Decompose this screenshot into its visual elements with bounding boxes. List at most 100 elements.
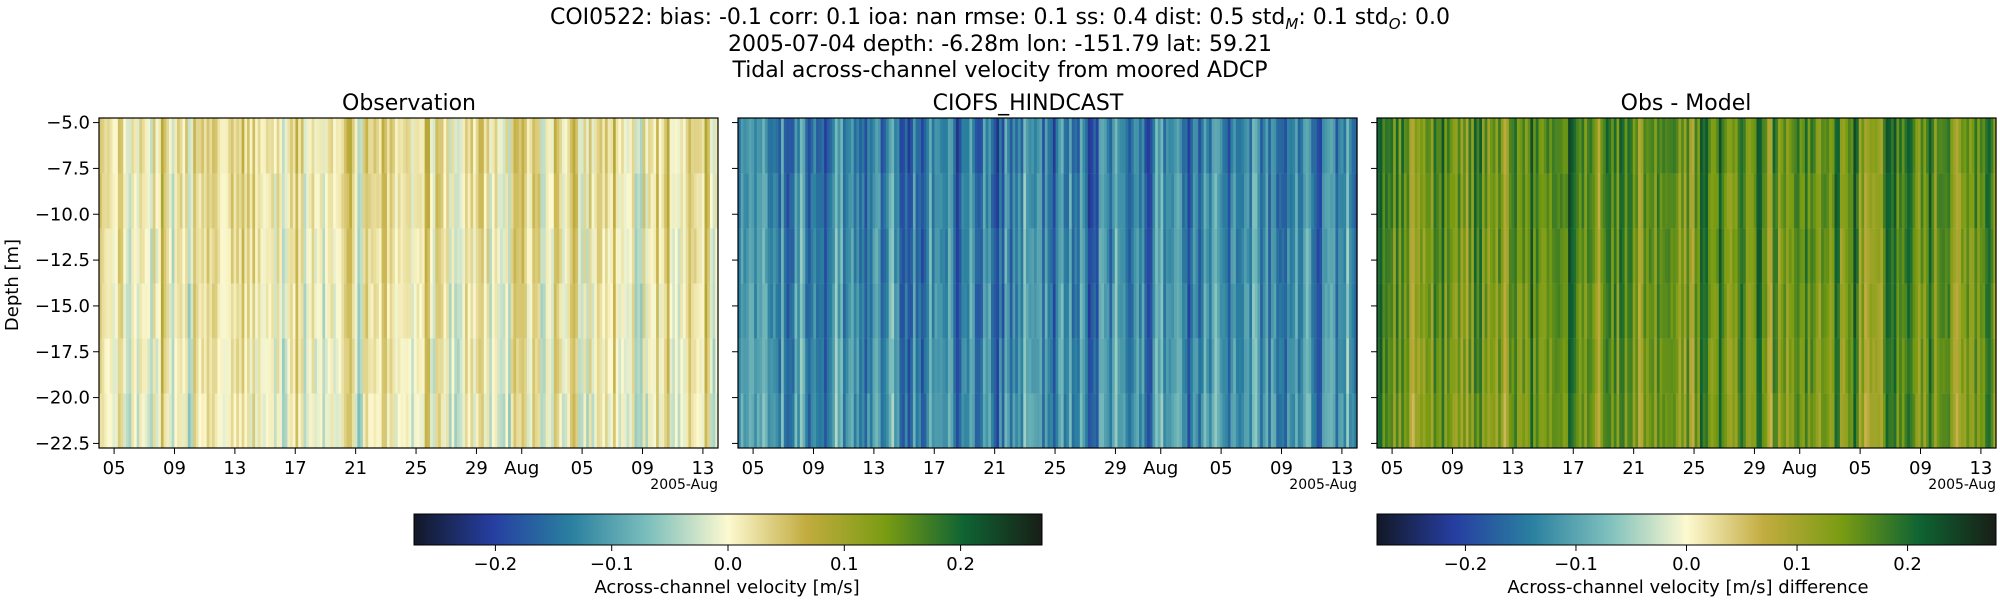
heatmap-cell <box>626 118 630 174</box>
heatmap-cell <box>786 118 790 174</box>
heatmap-cell <box>1313 228 1318 284</box>
heatmap-cell <box>996 228 1000 284</box>
heatmap-cell <box>1147 283 1151 339</box>
heatmap-cell <box>155 118 159 174</box>
heatmap-cell <box>1007 173 1011 229</box>
heatmap-cell <box>1909 338 1914 394</box>
heatmap-cell <box>1880 118 1884 174</box>
heatmap-cell <box>395 393 399 448</box>
heatmap-cell <box>680 338 684 394</box>
heatmap-cell <box>373 338 377 394</box>
heatmap-cell <box>362 228 367 284</box>
heatmap-cell <box>896 283 901 339</box>
heatmap-cell <box>1281 338 1285 394</box>
heatmap-cell <box>225 393 229 448</box>
heatmap-cell <box>1729 393 1733 448</box>
heatmap-cell <box>465 393 469 448</box>
heatmap-cell <box>486 118 490 174</box>
heatmap-cell <box>1322 173 1326 229</box>
heatmap-cell <box>754 228 758 284</box>
heatmap-cell <box>478 338 482 394</box>
heatmap-cell <box>1495 283 1499 339</box>
heatmap-cell <box>1025 173 1030 229</box>
heatmap-cell <box>1160 173 1164 229</box>
heatmap-cell <box>1192 228 1197 284</box>
heatmap-cell <box>631 228 636 284</box>
heatmap-cell <box>1015 228 1019 284</box>
heatmap-cell <box>1377 173 1381 229</box>
heatmap-cell <box>1527 338 1531 394</box>
heatmap-cell <box>1184 393 1189 448</box>
heatmap-cell <box>656 228 660 284</box>
heatmap-cell <box>1869 228 1873 284</box>
heatmap-cell <box>341 338 345 394</box>
heatmap-cell <box>104 118 108 174</box>
heatmap-cell <box>133 283 138 339</box>
heatmap-cell <box>816 228 820 284</box>
heatmap-cell <box>1241 283 1245 339</box>
figure-title-line-1: COI0522: bias: -0.1 corr: 0.1 ioa: nan r… <box>550 5 1450 33</box>
heatmap-cell <box>139 173 143 229</box>
heatmap-cell <box>1853 283 1857 339</box>
heatmap-cell <box>212 283 216 339</box>
heatmap-cell <box>1812 228 1817 284</box>
heatmap-cell <box>142 228 146 284</box>
heatmap-cell <box>1753 393 1758 448</box>
heatmap-cell <box>1522 228 1526 284</box>
heatmap-cell <box>629 118 633 174</box>
heatmap-cell <box>693 173 698 229</box>
heatmap-cell <box>1262 173 1267 229</box>
heatmap-cell <box>618 393 622 448</box>
heatmap-cell <box>432 338 437 394</box>
heatmap-cell <box>201 118 205 174</box>
heatmap-cell <box>1985 338 1989 394</box>
heatmap-cell <box>1039 118 1043 174</box>
heatmap-cell <box>580 173 585 229</box>
heatmap-cell <box>456 118 461 174</box>
heatmap-cell <box>1332 173 1337 229</box>
heatmap-cell <box>1850 173 1854 229</box>
heatmap-cell <box>1966 283 1970 339</box>
heatmap-cell <box>666 118 671 174</box>
heatmap-cell <box>1624 173 1628 229</box>
heatmap-cell <box>392 338 396 394</box>
heatmap-cell <box>1438 283 1443 339</box>
panel-title-observation: Observation <box>342 91 476 116</box>
heatmap-cell <box>1157 283 1162 339</box>
heatmap-cell <box>748 338 753 394</box>
heatmap-cell <box>300 393 305 448</box>
heatmap-cell <box>1163 283 1167 339</box>
heatmap-cell <box>233 393 237 448</box>
heatmap-cell <box>861 338 866 394</box>
heatmap-cell <box>419 393 423 448</box>
heatmap-cell <box>1942 228 1946 284</box>
heatmap-cell <box>1850 228 1854 284</box>
heatmap-cell <box>435 228 439 284</box>
heatmap-cell <box>1055 173 1059 229</box>
heatmap-cell <box>505 338 509 394</box>
heatmap-cell <box>233 173 237 229</box>
heatmap-cell <box>1098 118 1102 174</box>
heatmap-cell <box>661 338 665 394</box>
heatmap-cell <box>1961 118 1965 174</box>
heatmap-cell <box>1417 228 1421 284</box>
heatmap-cell <box>1694 338 1698 394</box>
heatmap-cell <box>500 118 504 174</box>
heatmap-cell <box>1904 173 1908 229</box>
heatmap-cell <box>980 173 984 229</box>
heatmap-cell <box>1230 393 1234 448</box>
heatmap-cell <box>1605 173 1610 229</box>
heatmap-cell <box>1560 228 1564 284</box>
heatmap-cell <box>1238 173 1242 229</box>
heatmap-cell <box>783 173 788 229</box>
heatmap-cell <box>322 118 326 174</box>
heatmap-cell <box>580 228 585 284</box>
heatmap-cell <box>1697 228 1701 284</box>
heatmap-cell <box>591 338 595 394</box>
heatmap-cell <box>187 173 192 229</box>
heatmap-cell <box>1082 283 1086 339</box>
heatmap-cell <box>1031 338 1035 394</box>
heatmap-cell <box>934 228 938 284</box>
heatmap-cell <box>171 173 175 229</box>
heatmap-cell <box>1235 283 1240 339</box>
